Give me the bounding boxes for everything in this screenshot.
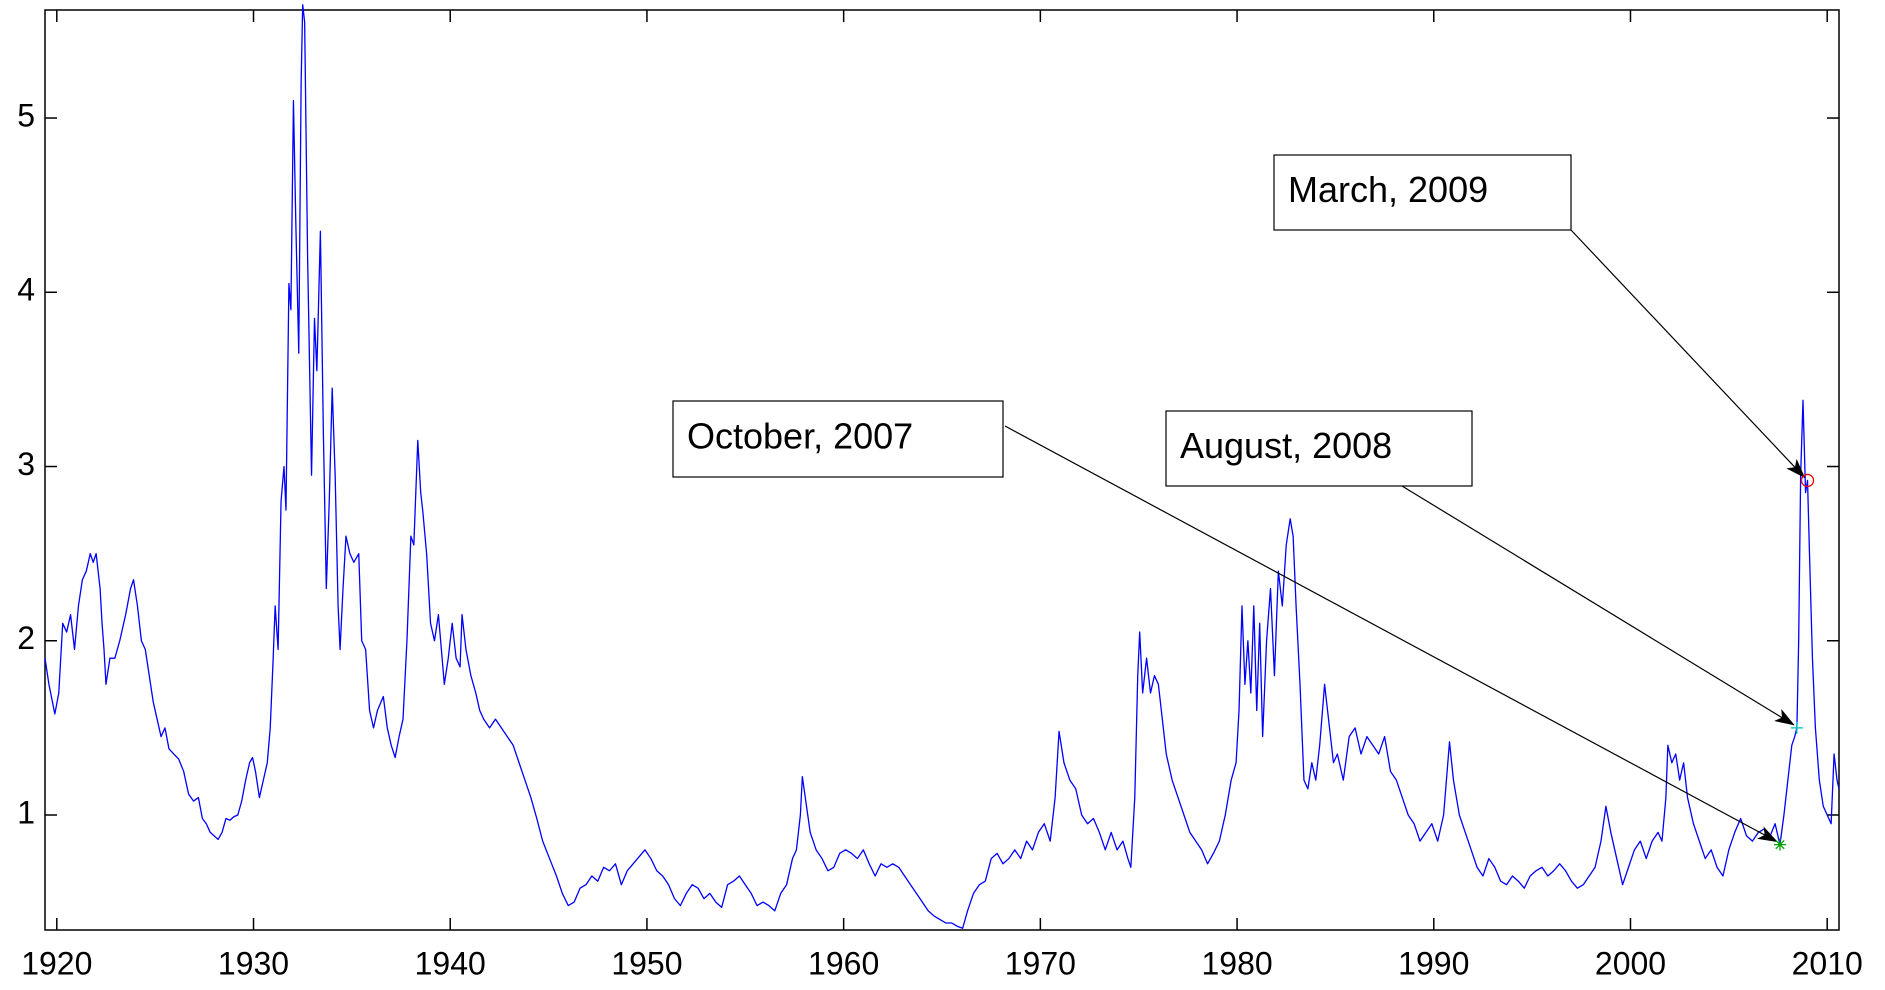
annotation-text: October, 2007 <box>687 416 913 457</box>
y-tick-label: 2 <box>17 620 35 656</box>
annotation-box <box>672 400 1004 478</box>
x-tick-label: 1930 <box>218 945 289 981</box>
x-tick-label: 1950 <box>611 945 682 981</box>
x-tick-label: 2010 <box>1792 945 1863 981</box>
marker-shape <box>1800 473 1815 488</box>
annotation-arrow <box>1401 485 1795 726</box>
annotation-arrow <box>1570 229 1806 479</box>
y-tick-label: 1 <box>17 794 35 830</box>
annotation-marker <box>1773 838 1786 851</box>
x-tick-label: 2000 <box>1595 945 1666 981</box>
x-tick-label: 1920 <box>21 945 92 981</box>
annotation-marker <box>1790 721 1803 734</box>
y-tick-label: 3 <box>17 446 35 482</box>
annotation-text: August, 2008 <box>1180 425 1392 466</box>
annotation-box <box>1165 410 1473 487</box>
x-tick-label: 1940 <box>415 945 486 981</box>
annotation-text: March, 2009 <box>1288 169 1488 210</box>
y-tick-label: 4 <box>17 272 35 308</box>
x-tick-label: 1980 <box>1201 945 1272 981</box>
data-line <box>44 4 1840 929</box>
x-tick-label: 1990 <box>1398 945 1469 981</box>
marker-shape <box>1775 839 1785 850</box>
annotation-marker <box>1800 473 1815 488</box>
annotation-box <box>1273 154 1572 231</box>
y-tick-label: 5 <box>17 97 35 133</box>
x-tick-label: 1970 <box>1005 945 1076 981</box>
annotation-arrow <box>1004 425 1778 843</box>
x-tick-label: 1960 <box>808 945 879 981</box>
